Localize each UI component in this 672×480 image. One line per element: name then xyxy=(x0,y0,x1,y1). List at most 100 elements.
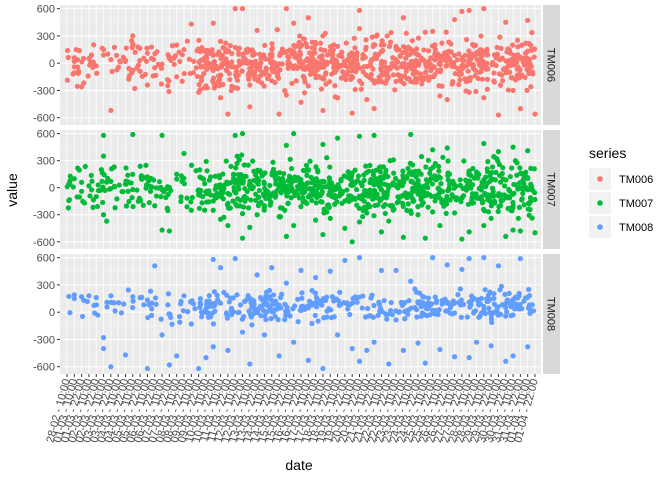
data-point xyxy=(498,311,504,317)
data-point xyxy=(430,164,436,170)
data-point xyxy=(231,184,237,191)
data-point xyxy=(401,73,408,79)
data-point xyxy=(219,52,225,59)
data-point xyxy=(214,292,220,298)
data-point xyxy=(449,192,455,198)
data-point xyxy=(230,198,236,204)
data-point xyxy=(500,197,506,203)
data-point xyxy=(128,180,134,186)
data-point xyxy=(216,173,222,179)
data-point xyxy=(226,205,232,211)
data-point xyxy=(470,65,476,71)
data-point xyxy=(375,195,381,201)
data-point xyxy=(430,147,436,153)
y-tick-label: 0 xyxy=(49,183,55,195)
data-point xyxy=(393,267,399,273)
data-point xyxy=(365,305,371,312)
data-point xyxy=(228,312,235,318)
data-point xyxy=(405,165,411,172)
data-point xyxy=(352,294,358,300)
data-point xyxy=(451,210,458,216)
data-point xyxy=(476,314,482,320)
data-point xyxy=(152,65,158,71)
data-point xyxy=(516,204,523,210)
data-point xyxy=(221,182,227,188)
data-point xyxy=(418,303,424,310)
data-point xyxy=(257,60,264,66)
data-point xyxy=(232,85,238,91)
data-point xyxy=(409,169,415,175)
facet-strip-label: TM007 xyxy=(545,172,557,206)
data-point xyxy=(283,142,289,148)
data-point xyxy=(497,179,504,185)
data-point xyxy=(488,215,494,221)
data-point xyxy=(509,42,516,48)
data-point xyxy=(425,304,432,310)
data-point xyxy=(149,300,155,306)
data-point xyxy=(215,182,222,189)
data-point xyxy=(165,302,171,308)
data-point xyxy=(146,178,152,184)
data-point xyxy=(267,202,273,208)
data-point xyxy=(374,191,380,197)
data-point xyxy=(181,46,187,53)
data-point xyxy=(327,268,333,274)
data-point xyxy=(428,67,434,74)
data-point xyxy=(500,66,507,73)
data-point xyxy=(247,224,253,230)
facet-strip xyxy=(543,254,560,374)
data-point xyxy=(487,173,493,179)
data-point xyxy=(502,183,508,189)
data-point xyxy=(437,346,443,353)
data-point xyxy=(105,51,111,57)
data-point xyxy=(104,218,110,224)
facet-panel-tm006: -600 -300 0 300 600 TM006 xyxy=(33,4,560,125)
data-point xyxy=(510,144,516,150)
data-point xyxy=(247,104,253,110)
data-point xyxy=(515,295,521,301)
data-point xyxy=(432,173,438,179)
data-point xyxy=(149,312,155,318)
data-point xyxy=(176,313,183,320)
data-point xyxy=(75,165,81,171)
data-point xyxy=(267,296,274,302)
data-point xyxy=(137,68,143,74)
data-point xyxy=(299,290,305,296)
data-point xyxy=(331,64,337,71)
data-point xyxy=(221,289,227,295)
data-point xyxy=(79,84,85,90)
data-point xyxy=(256,201,262,207)
data-point xyxy=(500,165,506,171)
data-point xyxy=(450,78,456,85)
data-point xyxy=(71,176,77,182)
data-point xyxy=(181,293,187,299)
data-point xyxy=(144,365,151,372)
data-point xyxy=(525,206,531,212)
data-point xyxy=(361,64,367,70)
data-point xyxy=(200,176,207,182)
data-point xyxy=(519,42,525,48)
y-tick-label: 300 xyxy=(37,280,55,292)
data-point xyxy=(287,313,293,319)
data-point xyxy=(144,297,151,303)
data-point xyxy=(493,169,499,175)
data-point xyxy=(365,73,371,79)
data-point xyxy=(300,199,306,205)
data-point xyxy=(378,267,385,273)
data-point xyxy=(179,78,185,84)
data-point xyxy=(519,72,525,78)
data-point xyxy=(485,159,491,165)
data-point xyxy=(406,297,412,304)
data-point xyxy=(338,176,344,182)
data-point xyxy=(100,46,107,53)
data-point xyxy=(203,355,209,361)
data-point xyxy=(349,182,355,189)
data-point xyxy=(424,64,430,70)
data-point xyxy=(261,203,268,209)
data-point xyxy=(327,215,333,221)
data-point xyxy=(504,297,510,303)
data-point xyxy=(349,239,355,245)
data-point xyxy=(342,257,348,263)
data-point xyxy=(466,55,473,61)
data-point xyxy=(392,175,399,182)
